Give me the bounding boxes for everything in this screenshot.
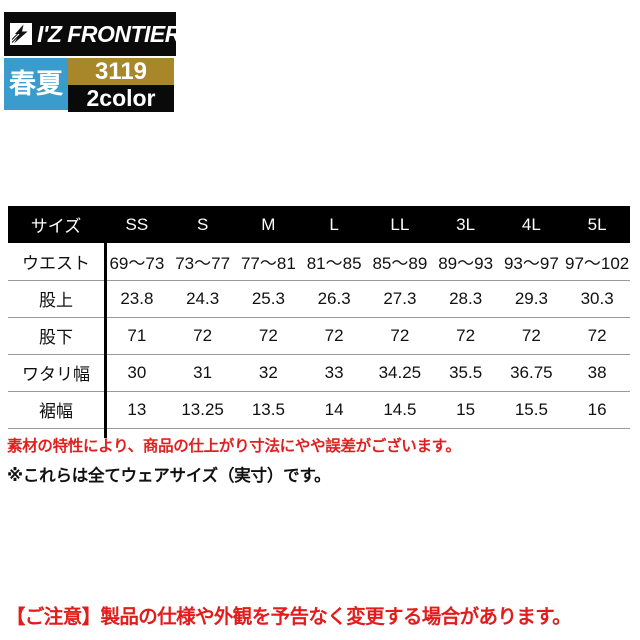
- color-count-label: 2color: [86, 85, 156, 111]
- cell-hem-ll: 14.5: [367, 391, 433, 429]
- row-label-rise: 股上: [8, 280, 104, 318]
- cell-rise-ll: 27.3: [367, 280, 433, 318]
- season-badge: 春夏: [4, 58, 68, 110]
- row-label-hem: 裾幅: [8, 391, 104, 429]
- cell-rise-m: 25.3: [235, 280, 302, 318]
- cell-hem-m: 13.5: [235, 391, 302, 429]
- header-cell-size: サイズ: [30, 217, 82, 237]
- table-header-row: サイズ SS S M L LL 3L 4L 5L: [8, 206, 630, 243]
- size-table-body: ウエスト 69～73 73～77 77～81 81～85 85～89 89～93…: [8, 243, 630, 429]
- cell-rise-4l: 29.3: [498, 280, 565, 318]
- cell-inseam-3l: 72: [432, 317, 499, 355]
- header-cell-3l: 3L: [456, 214, 476, 234]
- cell-hem-ss: 13: [104, 391, 170, 429]
- header-cell-ss: SS: [125, 214, 149, 234]
- header-cell-m: M: [261, 214, 276, 234]
- header-cell-l: L: [329, 214, 339, 234]
- table-row: 股上 23.8 24.3 25.3 26.3 27.3 28.3 29.3 30…: [8, 280, 630, 318]
- table-row: ワタリ幅 30 31 32 33 34.25 35.5 36.75 38: [8, 354, 630, 392]
- season-label: 春夏: [9, 68, 63, 100]
- cell-waist-5l: 97～102: [564, 243, 630, 281]
- header-cell-4l: 4L: [521, 214, 541, 234]
- cell-waist-ll: 85～89: [367, 243, 433, 281]
- cell-waist-m: 77～81: [235, 243, 302, 281]
- cell-inseam-4l: 72: [498, 317, 565, 355]
- actual-size-note: ※これらは全てウェアサイズ（実寸）です。: [7, 466, 331, 485]
- cell-inseam-l: 72: [301, 317, 367, 355]
- cell-hem-4l: 15.5: [498, 391, 565, 429]
- cell-waist-l: 81～85: [301, 243, 367, 281]
- table-column-separator: [104, 206, 107, 438]
- cell-thigh-l: 33: [301, 354, 367, 392]
- size-table-container: サイズ SS S M L LL 3L 4L 5L ウエスト 69～73 73～7…: [8, 206, 630, 429]
- cell-thigh-ss: 30: [104, 354, 170, 392]
- cell-rise-3l: 28.3: [432, 280, 499, 318]
- cell-rise-5l: 30.3: [564, 280, 630, 318]
- cell-thigh-3l: 35.5: [432, 354, 499, 392]
- brand-name-text: I'Z FRONTIER: [37, 20, 181, 47]
- cell-waist-3l: 89～93: [432, 243, 499, 281]
- cell-inseam-s: 72: [169, 317, 236, 355]
- cell-thigh-ll: 34.25: [367, 354, 433, 392]
- cell-hem-l: 14: [301, 391, 367, 429]
- brand-header-bar: I'Z FRONTIER: [4, 12, 181, 56]
- cell-thigh-s: 31: [169, 354, 236, 392]
- cell-waist-ss: 69～73: [104, 243, 170, 281]
- header-cell-ll: LL: [390, 214, 410, 234]
- cell-inseam-5l: 72: [564, 317, 630, 355]
- cell-hem-3l: 15: [432, 391, 499, 429]
- cell-rise-l: 26.3: [301, 280, 367, 318]
- cell-rise-ss: 23.8: [104, 280, 170, 318]
- color-count-badge: 2color: [68, 85, 174, 112]
- cell-thigh-4l: 36.75: [498, 354, 565, 392]
- cell-inseam-ll: 72: [367, 317, 433, 355]
- cell-thigh-m: 32: [235, 354, 302, 392]
- izf-lightning-mark-icon: [10, 23, 32, 45]
- header-cell-5l: 5L: [587, 214, 607, 234]
- cell-hem-5l: 16: [564, 391, 630, 429]
- cell-thigh-5l: 38: [564, 354, 630, 392]
- cell-waist-s: 73～77: [169, 243, 236, 281]
- cell-inseam-ss: 71: [104, 317, 170, 355]
- product-code-label: 3119: [94, 57, 148, 85]
- table-row: ウエスト 69～73 73～77 77～81 81～85 85～89 89～93…: [8, 243, 630, 281]
- table-row: 裾幅 13 13.25 13.5 14 14.5 15 15.5 16: [8, 391, 630, 429]
- cell-inseam-m: 72: [235, 317, 302, 355]
- row-label-thigh: ワタリ幅: [8, 354, 104, 392]
- spec-change-warning: 【ご注意】製品の仕様や外観を予告なく変更する場合があります。: [6, 605, 572, 628]
- size-table-head: サイズ SS S M L LL 3L 4L 5L: [8, 206, 630, 243]
- material-tolerance-note: 素材の特性により、商品の仕上がり寸法にやや誤差がございます。: [7, 437, 461, 455]
- row-label-inseam: 股下: [8, 317, 104, 355]
- cell-hem-s: 13.25: [169, 391, 236, 429]
- row-label-waist: ウエスト: [8, 243, 104, 281]
- product-code-badge: 3119: [68, 58, 174, 85]
- cell-waist-4l: 93～97: [498, 243, 565, 281]
- size-table: サイズ SS S M L LL 3L 4L 5L ウエスト 69～73 73～7…: [8, 206, 630, 429]
- cell-rise-s: 24.3: [169, 280, 236, 318]
- table-row: 股下 71 72 72 72 72 72 72 72: [8, 317, 630, 355]
- header-cell-s: S: [196, 214, 209, 234]
